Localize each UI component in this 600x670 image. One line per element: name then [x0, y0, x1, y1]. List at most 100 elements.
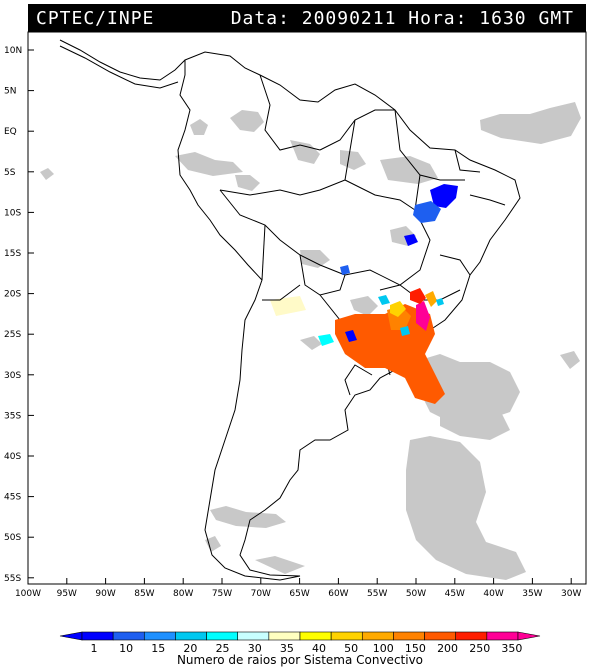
cloud-patch [175, 152, 243, 176]
convective-system [413, 201, 441, 223]
legend-value-label: 15 [151, 642, 165, 655]
state-border [454, 149, 481, 173]
state-border [469, 194, 506, 206]
cloud-patch [230, 110, 264, 132]
cloud-layer [40, 102, 581, 580]
state-border [344, 179, 416, 211]
legend-values: 1 10 15 20 25 30 35 40 50 100 150 200 250 350 [91, 642, 523, 655]
country-border [219, 119, 356, 196]
title-bar: CPTEC/INPE Data: 20090211 Hora: 1630 GMT [28, 4, 586, 32]
lon-tick-label: 65W [289, 589, 309, 599]
legend-title: Numero de raios por Sistema Convectivo [177, 653, 423, 667]
country-border [262, 284, 301, 301]
cloud-patch [235, 175, 260, 191]
legend-swatch [393, 631, 425, 641]
lat-tick-label: 25S [4, 330, 21, 340]
central-america-outline [59, 39, 186, 81]
legend-swatch [299, 631, 332, 641]
country-border [344, 364, 373, 396]
latitude-labels: 10N 5N EQ 5S 10S 15S 20S 25S 30S 35S 40S 45S 50S 55S [4, 46, 34, 584]
legend-swatch [206, 631, 239, 641]
lon-tick-label: 95W [57, 589, 77, 599]
convective-system [400, 326, 410, 336]
legend-value-label: 150 [405, 642, 426, 655]
country-border [259, 74, 321, 151]
cloud-patch [270, 296, 306, 316]
convective-system [390, 301, 406, 317]
cloud-patch [440, 404, 510, 440]
cloud-patch [420, 354, 520, 422]
cloud-patch [300, 336, 322, 350]
lon-tick-label: 60W [328, 589, 348, 599]
convective-system [335, 304, 445, 404]
cloud-patch [340, 150, 366, 170]
convective-system [410, 288, 426, 304]
legend-value-label: 10 [119, 642, 133, 655]
convective-system [340, 265, 350, 275]
cloud-patch [40, 168, 54, 180]
lat-tick-label: 55S [4, 574, 21, 584]
legend-value-label: 25 [216, 642, 230, 655]
convective-system [425, 291, 437, 307]
convective-system [378, 295, 390, 305]
cloud-patch [406, 436, 526, 580]
cloud-patch [205, 536, 221, 552]
cloud-patch [300, 250, 330, 268]
convective-system [416, 301, 430, 331]
lat-tick-label: 5S [4, 168, 16, 178]
cloud-patch [480, 102, 581, 144]
lon-tick-label: 40W [483, 589, 503, 599]
convective-system [404, 234, 418, 246]
legend-value-label: 50 [344, 642, 358, 655]
convective-system [436, 298, 444, 306]
country-border [219, 189, 346, 276]
lon-tick-label: 30W [561, 589, 581, 599]
lon-tick-label: 80W [173, 589, 193, 599]
lat-tick-label: 15S [4, 249, 21, 259]
cloud-patch [210, 506, 286, 528]
legend-arrow-right [517, 631, 541, 641]
legend-swatch [361, 631, 394, 641]
state-border [379, 174, 431, 291]
lon-tick-label: 85W [134, 589, 154, 599]
lat-tick-label: 50S [4, 533, 21, 543]
legend: 1 10 15 20 25 30 35 40 50 100 150 200 250 350 Numero … [59, 631, 541, 667]
lon-tick-label: 70W [251, 589, 271, 599]
cloud-patch [190, 119, 208, 135]
legend-swatch [81, 631, 114, 641]
lat-tick-label: 40S [4, 452, 21, 462]
lightning-systems [318, 184, 458, 404]
source-label: CPTEC/INPE [36, 8, 155, 29]
legend-value-label: 1 [91, 642, 98, 655]
south-america-outline [177, 51, 521, 581]
lat-tick-label: 20S [4, 290, 21, 300]
cloud-patch [255, 556, 305, 574]
cloud-patch [350, 296, 378, 316]
lat-tick-label: EQ [4, 127, 17, 137]
legend-value-label: 350 [501, 642, 522, 655]
legend-swatch [237, 631, 270, 641]
legend-swatch [268, 631, 301, 641]
datetime-label: Data: 20090211 Hora: 1630 GMT [230, 8, 574, 29]
cloud-patch [560, 351, 580, 369]
legend-swatch [112, 631, 145, 641]
legend-swatch [455, 631, 488, 641]
lon-tick-label: 55W [367, 589, 387, 599]
convective-system [345, 330, 357, 342]
lat-tick-label: 45S [4, 493, 21, 503]
legend-swatch [330, 631, 363, 641]
state-border [439, 254, 471, 276]
lon-tick-label: 50W [406, 589, 426, 599]
lat-tick-label: 10N [4, 46, 22, 56]
legend-value-label: 250 [469, 642, 490, 655]
legend-value-label: 40 [312, 642, 326, 655]
legend-arrow-left [59, 631, 83, 641]
legend-value-label: 30 [248, 642, 262, 655]
lon-tick-label: 90W [95, 589, 115, 599]
legend-value-label: 20 [183, 642, 197, 655]
legend-value-label: 200 [437, 642, 458, 655]
lat-tick-label: 35S [4, 411, 21, 421]
lon-tick-label: 75W [212, 589, 232, 599]
legend-swatch [486, 631, 519, 641]
convective-system [430, 184, 458, 208]
